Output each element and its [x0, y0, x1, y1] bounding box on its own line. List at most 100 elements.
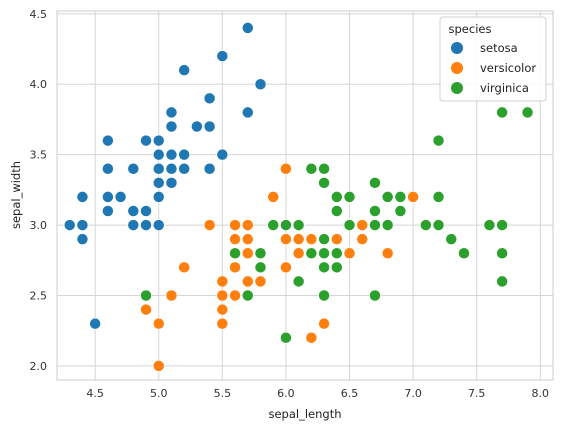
data-point-virginica [330, 247, 343, 260]
data-point-setosa [101, 134, 114, 147]
data-point-versicolor [229, 233, 242, 246]
data-point-versicolor [203, 219, 216, 232]
data-point-versicolor [216, 303, 229, 316]
legend-marker-versicolor [451, 62, 463, 74]
data-point-virginica [305, 247, 318, 260]
data-point-setosa [190, 120, 203, 133]
x-tick-label: 6.0 [277, 387, 295, 400]
x-tick-label: 5.0 [150, 387, 168, 400]
data-point-virginica [330, 261, 343, 274]
data-point-versicolor [241, 275, 254, 288]
data-point-virginica [432, 190, 445, 203]
data-point-virginica [318, 233, 331, 246]
data-point-virginica [229, 247, 242, 260]
legend-entries: setosa versicolor virginica [451, 41, 536, 95]
data-point-setosa [165, 120, 178, 133]
data-point-versicolor [152, 317, 165, 330]
x-tick-label: 4.5 [86, 387, 104, 400]
data-points [63, 21, 534, 372]
data-point-virginica [419, 219, 432, 232]
data-point-versicolor [216, 317, 229, 330]
data-point-virginica [279, 219, 292, 232]
y-tick-label: 2.0 [30, 360, 48, 373]
data-point-virginica [292, 219, 305, 232]
data-point-setosa [89, 317, 102, 330]
data-point-virginica [279, 331, 292, 344]
data-point-virginica [496, 275, 509, 288]
data-point-setosa [152, 190, 165, 203]
data-point-versicolor [356, 233, 369, 246]
data-point-virginica [368, 176, 381, 189]
data-point-versicolor [152, 359, 165, 372]
data-point-virginica [496, 219, 509, 232]
data-point-setosa [203, 162, 216, 175]
data-point-setosa [178, 162, 191, 175]
y-tick-label: 4.0 [30, 78, 48, 91]
data-point-virginica [330, 205, 343, 217]
legend-label-setosa: setosa [480, 41, 518, 55]
data-point-virginica [267, 219, 280, 232]
data-point-versicolor [254, 275, 267, 288]
data-point-virginica [432, 134, 445, 147]
data-point-versicolor [292, 233, 305, 246]
data-point-virginica [368, 219, 381, 232]
data-point-versicolor [279, 261, 292, 274]
data-point-setosa [152, 148, 165, 161]
data-point-versicolor [279, 233, 292, 246]
legend-label-versicolor: versicolor [480, 61, 536, 75]
legend-title: species [449, 22, 492, 36]
data-point-setosa [63, 219, 76, 232]
data-point-virginica [368, 289, 381, 302]
data-point-virginica [445, 233, 458, 246]
y-axis-ticks: 2.0 2.5 3.0 3.5 4.0 4.5 [30, 8, 48, 373]
y-tick-label: 2.5 [30, 289, 48, 302]
data-point-versicolor [140, 303, 152, 316]
data-point-virginica [432, 219, 445, 232]
data-point-versicolor [407, 190, 420, 203]
legend-label-virginica: virginica [480, 81, 529, 95]
x-tick-label: 7.5 [468, 387, 486, 400]
legend-box [439, 16, 547, 102]
data-point-virginica [394, 205, 407, 217]
data-point-versicolor [318, 317, 331, 330]
data-point-setosa [165, 148, 178, 161]
data-point-virginica [318, 261, 331, 274]
x-tick-label: 5.5 [214, 387, 232, 400]
data-point-virginica [521, 106, 534, 119]
data-point-setosa [165, 162, 178, 175]
data-point-virginica [458, 247, 470, 260]
data-point-versicolor [178, 261, 191, 274]
data-point-virginica [254, 247, 267, 260]
data-point-virginica [318, 176, 331, 189]
data-point-versicolor [305, 331, 318, 344]
data-point-setosa [178, 64, 191, 77]
data-point-setosa [216, 50, 229, 63]
data-point-virginica [330, 190, 343, 203]
data-point-setosa [216, 148, 229, 161]
data-point-virginica [318, 289, 331, 302]
data-point-setosa [127, 205, 140, 217]
data-point-versicolor [330, 233, 343, 246]
data-point-versicolor [165, 289, 178, 302]
data-point-setosa [241, 21, 254, 34]
data-point-setosa [165, 176, 178, 189]
y-tick-label: 3.5 [30, 149, 48, 162]
data-point-virginica [381, 219, 394, 232]
data-point-setosa [152, 134, 165, 147]
data-point-setosa [127, 162, 140, 175]
data-point-versicolor [229, 289, 242, 302]
data-point-versicolor [356, 219, 369, 232]
legend: species setosa versicolor virginica [439, 16, 547, 102]
data-point-setosa [101, 205, 114, 217]
data-point-versicolor [292, 247, 305, 260]
data-point-virginica [318, 247, 331, 260]
data-point-setosa [127, 219, 140, 232]
data-point-virginica [496, 247, 509, 260]
data-point-setosa [140, 205, 152, 217]
data-point-virginica [496, 106, 509, 119]
data-point-setosa [76, 219, 89, 232]
data-point-virginica [241, 289, 254, 302]
data-point-setosa [101, 190, 114, 203]
data-point-versicolor [216, 275, 229, 288]
